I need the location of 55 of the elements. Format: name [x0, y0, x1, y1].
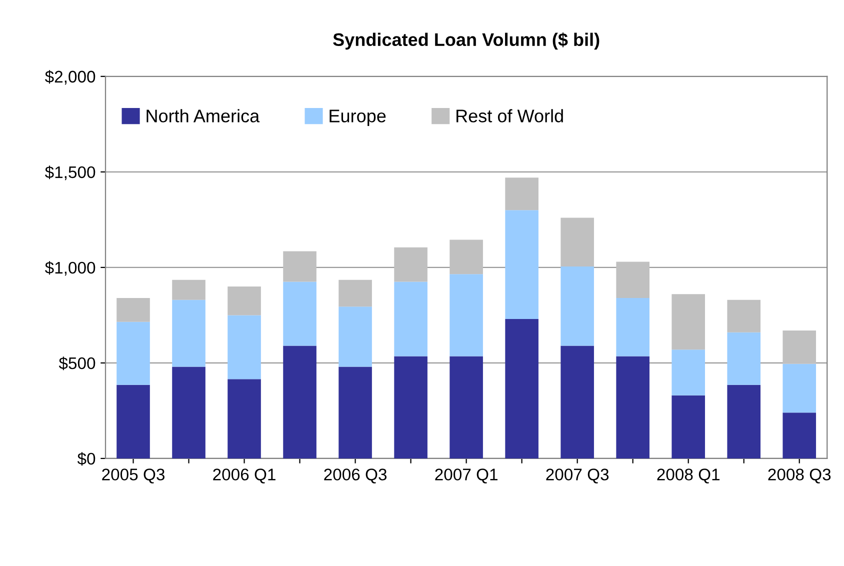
- bar: [450, 240, 483, 274]
- bar: [172, 300, 206, 367]
- y-tick-label: $0: [77, 452, 96, 466]
- chart-title: Syndicated Loan Volumn ($ bil): [333, 32, 600, 50]
- bar: [560, 218, 594, 266]
- bar: [672, 294, 705, 350]
- bar: [560, 266, 594, 346]
- bar: [616, 262, 650, 298]
- bar: [283, 282, 316, 346]
- bar: [228, 286, 261, 316]
- bar: [394, 247, 428, 282]
- bar: [560, 346, 594, 458]
- bar: [394, 356, 428, 458]
- bar: [172, 280, 206, 300]
- bar: [505, 319, 538, 458]
- bar: [394, 282, 428, 356]
- bar: [727, 332, 761, 385]
- legend-label: North America: [146, 109, 260, 122]
- bar: [116, 322, 150, 385]
- x-tick-label: 2007 Q3: [546, 468, 609, 484]
- bar: [338, 280, 372, 307]
- x-tick-label: 2005 Q3: [102, 468, 164, 484]
- bar: [727, 384, 761, 458]
- bar: [782, 330, 816, 364]
- bar: [116, 384, 150, 458]
- bar: [450, 356, 483, 458]
- bar: [616, 298, 650, 356]
- bar: [228, 315, 261, 380]
- bar: [450, 274, 483, 356]
- bar: [505, 210, 538, 320]
- bar: [116, 298, 150, 322]
- x-tick-label: 2008 Q1: [657, 468, 720, 484]
- legend-label: Europe: [330, 110, 386, 126]
- y-tick-label: $1,000: [44, 261, 96, 276]
- bar: [283, 251, 316, 282]
- bar: [228, 379, 261, 458]
- bar: [338, 366, 372, 458]
- bar: [283, 346, 316, 458]
- bar: [616, 356, 650, 458]
- bar: [727, 300, 761, 332]
- bar: [338, 306, 372, 367]
- bar: [782, 412, 816, 458]
- y-tick-label: $1,500: [44, 166, 96, 180]
- bar: [672, 395, 705, 458]
- y-tick-label: $500: [58, 356, 96, 370]
- bar: [672, 350, 705, 396]
- x-tick-label: 2008 Q3: [768, 468, 831, 484]
- bar: [782, 364, 816, 413]
- x-tick-label: 2007 Q1: [435, 468, 498, 484]
- bar: [172, 366, 206, 458]
- legend-label: Rest of World: [456, 109, 563, 122]
- bar: [505, 178, 538, 210]
- x-tick-label: 2006 Q1: [213, 468, 276, 484]
- x-tick-label: 2006 Q3: [324, 468, 387, 484]
- y-tick-label: $2,000: [44, 70, 96, 85]
